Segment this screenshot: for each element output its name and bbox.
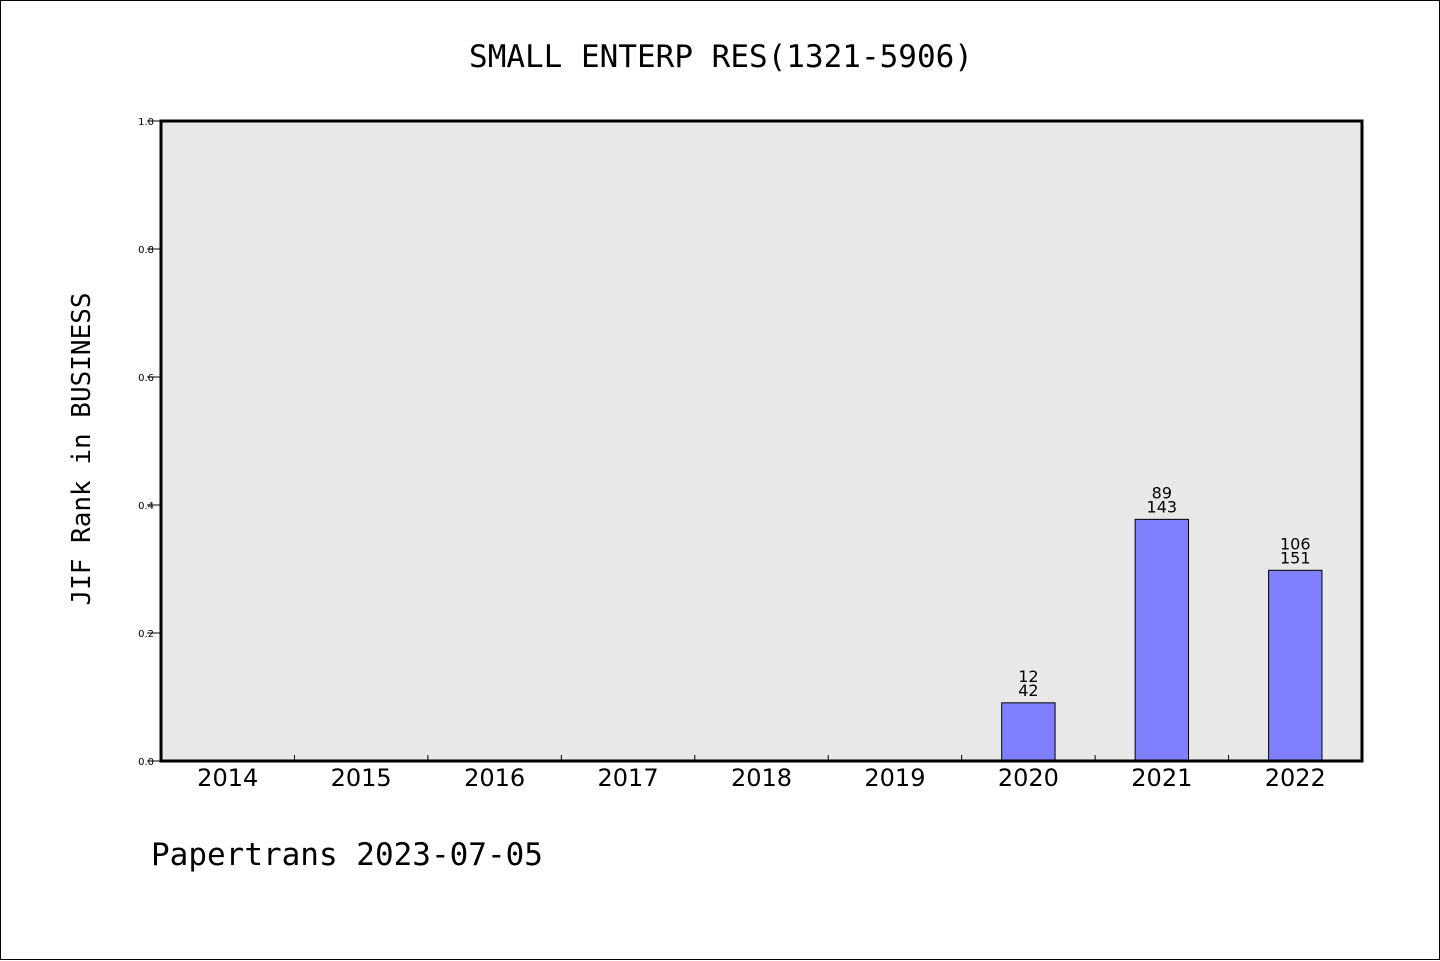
y-tick-label: 0.8 [138, 245, 154, 256]
y-tick-label: 1.0 [138, 117, 154, 128]
x-tick-label: 2022 [1265, 764, 1326, 792]
y-tick-label: 0.6 [138, 373, 154, 384]
y-ticks-group: 0.0 0.2 0.4 0.6 0.8 1.0 [138, 117, 161, 768]
y-axis-label: JIF Rank in BUSINESS [67, 292, 97, 605]
y-tick-label: 0.2 [138, 629, 154, 640]
bar-2020 [1001, 702, 1056, 762]
bar-2021 [1134, 518, 1190, 762]
bar-label-top: 89 [1152, 483, 1172, 502]
y-tick-label: 0.0 [138, 757, 154, 768]
bar-label-bottom: 151 [1280, 548, 1311, 567]
bar-label-bottom: 42 [1018, 681, 1038, 700]
x-tick-label: 2015 [331, 764, 392, 792]
footer-credit: Papertrans 2023-07-05 [151, 837, 543, 873]
bar-label-top: 106 [1280, 534, 1311, 553]
x-tick-label: 2014 [197, 764, 258, 792]
x-tick-label: 2020 [998, 764, 1059, 792]
x-ticks-group: 2014 2015 2016 2017 2018 2019 2020 2021 2022 [197, 755, 1326, 792]
y-tick-label: 0.4 [138, 501, 154, 512]
plot-border [159, 119, 1364, 763]
x-tick-label: 2018 [731, 764, 792, 792]
x-tick-label: 2017 [598, 764, 659, 792]
x-tick-label: 2019 [864, 764, 925, 792]
bar-label-bottom: 143 [1147, 497, 1178, 516]
x-tick-label: 2016 [464, 764, 525, 792]
bar-label-top: 12 [1018, 667, 1038, 686]
bar-2022 [1268, 569, 1323, 762]
x-tick-label: 2021 [1131, 764, 1192, 792]
chart-title: SMALL ENTERP RES(1321-5906) [469, 39, 973, 75]
